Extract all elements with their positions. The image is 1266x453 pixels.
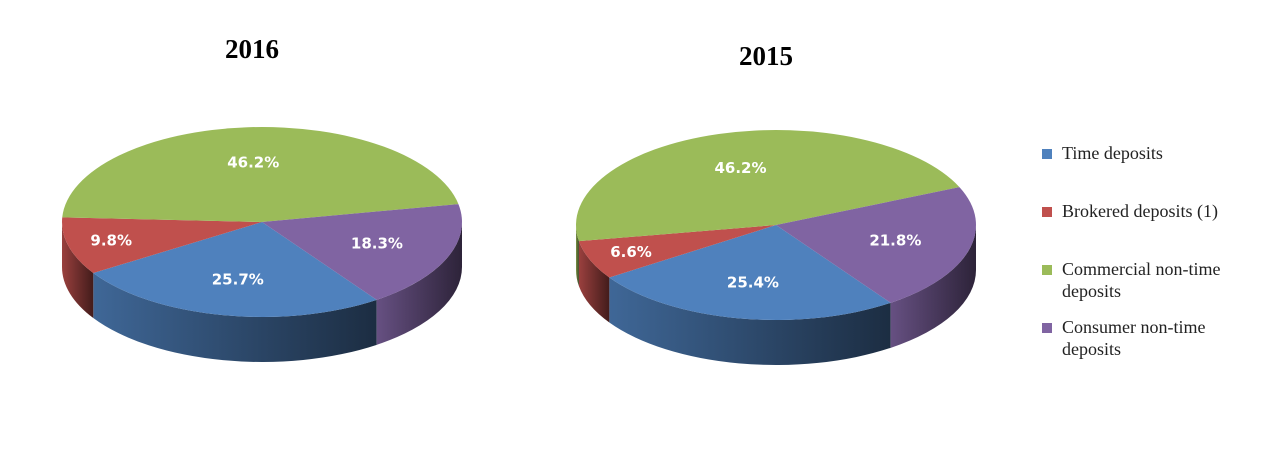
slice [262,204,462,300]
chart-title: 2015 [739,41,793,71]
slice [578,225,776,278]
slice-side [578,241,610,323]
legend-entry: Commercial non-time deposits [1042,258,1257,316]
value-label: 9.8% [90,231,132,249]
slice-side [890,225,976,348]
legend-label: Time deposits [1062,143,1163,163]
slice-side [62,222,94,319]
legend-entry: Brokered deposits (1) [1042,200,1257,258]
legend-swatch [1042,207,1052,217]
slice-side [609,277,891,365]
slice-side [376,222,462,345]
legend-label: Consumer non-time deposits [1062,317,1206,359]
legend-swatch [1042,323,1052,333]
slice [62,126,459,222]
chart-title: 2016 [225,34,279,64]
legend: Time deposits Brokered deposits (1) Commer… [1042,142,1257,374]
slice [93,222,377,318]
slice [609,225,891,321]
slice-side [576,225,579,287]
slice [62,217,262,274]
legend-entry: Consumer non-time deposits [1042,316,1257,374]
value-label: 46.2% [714,159,766,177]
slice [576,130,960,242]
value-label: 21.8% [869,231,921,249]
slice-side [93,273,377,363]
legend-label: Brokered deposits (1) [1062,201,1218,221]
legend-swatch [1042,149,1052,159]
value-label: 6.6% [610,243,652,261]
slice [776,187,976,303]
legend-label: Commercial non-time deposits [1062,259,1221,301]
value-label: 25.7% [212,270,264,288]
legend-swatch [1042,265,1052,275]
value-label: 18.3% [351,235,403,253]
value-label: 25.4% [727,273,779,291]
value-label: 46.2% [227,154,279,172]
legend-entry: Time deposits [1042,142,1257,200]
